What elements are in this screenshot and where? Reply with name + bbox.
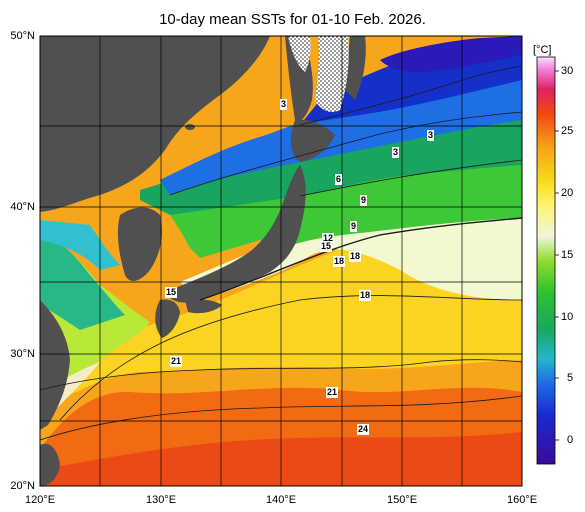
contour-label-18a: 18 — [333, 256, 346, 267]
contour-label-3a: 3 — [280, 99, 288, 110]
contour-label-15b: 15 — [165, 287, 178, 298]
contour-label-12: 12 — [322, 233, 335, 244]
colorbar-tick-15: 15 — [561, 249, 574, 261]
lon-label-130e: 130°E — [145, 494, 177, 506]
map-title: 10-day mean SSTs for 01-10 Feb. 2026. — [159, 11, 426, 28]
lon-label-160e: 160°E — [506, 494, 538, 506]
contour-label-6: 6 — [335, 174, 343, 185]
colorbar-tick-5: 5 — [567, 372, 574, 384]
lat-label-20n: 20°N — [10, 480, 35, 492]
contour-lines — [39, 65, 523, 441]
contour-label-3c: 3 — [392, 147, 400, 158]
contour-label-9a: 9 — [360, 195, 368, 206]
lon-label-140e: 140°E — [265, 494, 297, 506]
contour-label-9b: 9 — [350, 221, 358, 232]
contour-label-21b: 21 — [326, 387, 339, 398]
contour-label-18c: 18 — [359, 290, 372, 301]
contour-label-21a: 21 — [170, 356, 183, 367]
lat-label-30n: 30°N — [10, 348, 35, 360]
colorbar-tick-0: 0 — [567, 434, 574, 446]
contour-label-15a: 15 — [320, 241, 333, 252]
colorbar-unit: [°C] — [533, 44, 552, 56]
colorbar-tick-20: 20 — [561, 187, 574, 199]
contour-label-3b: 3 — [427, 130, 435, 141]
lon-label-120e: 120°E — [24, 494, 56, 506]
colorbar-tick-10: 10 — [561, 311, 574, 323]
colorbar — [536, 56, 559, 465]
colorbar-tick-30: 30 — [561, 65, 574, 77]
land — [40, 36, 366, 486]
colorbar-tick-25: 25 — [561, 125, 574, 137]
lon-label-150e: 150°E — [386, 494, 418, 506]
lat-label-50n: 50°N — [10, 30, 35, 42]
contour-label-18b: 18 — [349, 251, 362, 262]
sea-ice — [288, 36, 349, 112]
contour-label-24: 24 — [357, 424, 370, 435]
graticule — [39, 35, 523, 487]
lat-label-40n: 40°N — [10, 201, 35, 213]
